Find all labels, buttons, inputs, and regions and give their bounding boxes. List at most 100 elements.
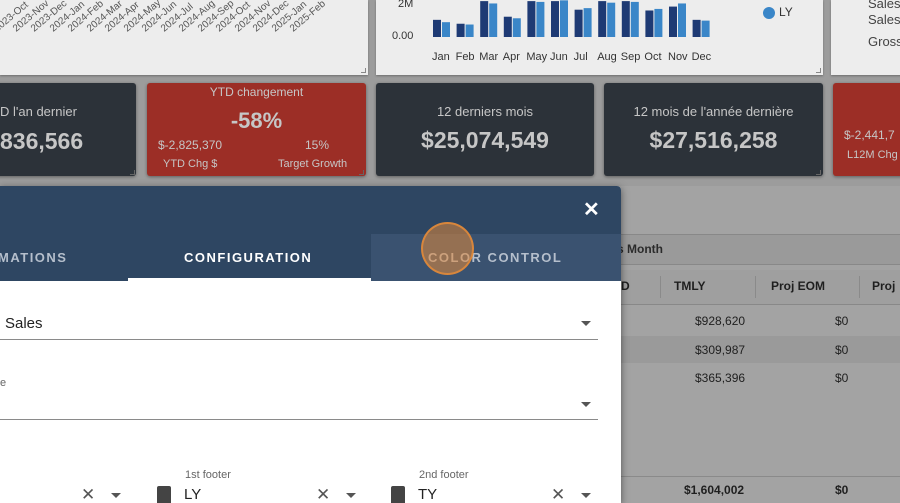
table-cell: $309,987 [695, 343, 746, 357]
table-col-header: Proj [872, 279, 896, 293]
bar-may-ly [536, 1, 545, 37]
right-panel-card [831, 0, 900, 75]
kpi-ytd-chg-label: YTD Chg $ [163, 158, 218, 170]
col-divider [660, 276, 661, 298]
bar-feb-ly [465, 24, 474, 37]
x-tick-label: Jan [432, 51, 450, 63]
table-total-cell: $0 [835, 483, 849, 497]
field2-label: e [0, 377, 7, 389]
resize-handle[interactable] [130, 170, 135, 175]
bar-mar-ty [480, 1, 489, 38]
x-tick-label: Jun [550, 51, 568, 63]
click-ripple [421, 222, 474, 275]
bar-jan-ty [433, 19, 441, 37]
bookmark-icon [391, 486, 405, 503]
chevron-down-icon[interactable] [111, 493, 121, 498]
x-tick-label: Dec [691, 51, 712, 63]
x-tick-label: Aug [597, 51, 617, 63]
table-cell: $0 [835, 343, 849, 357]
table-month-band [600, 234, 900, 265]
close-icon[interactable]: ✕ [583, 199, 600, 221]
x-tick-label: Mar [479, 51, 499, 63]
resize-handle[interactable] [361, 68, 366, 73]
kpi-l12chg-label: L12M Chg [847, 149, 898, 161]
kpi-l12chg-value: $-2,441,7 [844, 128, 895, 142]
bar-feb-ty [456, 23, 465, 37]
kpi-l12ly-label: 12 mois de l'année dernière [633, 104, 794, 119]
footer2-value[interactable]: TY [418, 486, 438, 503]
table-total-cell: $1,604,002 [684, 483, 745, 497]
y-tick-2m: 2M [398, 0, 414, 10]
x-tick-label: Nov [668, 51, 688, 63]
bar-nov-ly [678, 3, 686, 38]
legend-ly-label: LY [779, 5, 793, 19]
chevron-down-icon[interactable] [346, 493, 356, 498]
field1-value[interactable]: Sales [5, 315, 43, 332]
kpi-ytd-change: YTD changement -58% $-2,825,370 15% YTD … [147, 83, 366, 176]
clear-icon[interactable]: ✕ [81, 485, 96, 503]
legend-ly-dot [763, 7, 775, 19]
tab-configuration[interactable]: CONFIGURATION [184, 250, 313, 265]
bar-apr-ly [512, 18, 521, 37]
kpi-l12-value: $25,074,549 [421, 127, 549, 153]
bar-jun-ty [551, 1, 559, 38]
bar-may-ty [527, 1, 536, 38]
table-header-row [600, 270, 900, 305]
field1-underline [0, 339, 598, 340]
table-row [600, 336, 900, 363]
kpi-ytd-chg-value: $-2,825,370 [158, 138, 223, 152]
chevron-down-icon[interactable] [581, 321, 591, 326]
x-tick-label: May [526, 51, 548, 63]
table-month-header: s Month [617, 242, 663, 256]
chevron-down-icon[interactable] [581, 402, 591, 407]
y-tick-0: 0.00 [392, 30, 414, 42]
clear-icon[interactable]: ✕ [551, 485, 566, 503]
bar-dec-ly [701, 20, 710, 37]
bar-jul-ty [574, 9, 583, 37]
bar-sep-ly [630, 1, 639, 37]
x-tick-label: Oct [644, 51, 662, 63]
table-cell: $0 [835, 371, 849, 385]
footer1-label: 1st footer [185, 469, 231, 481]
resize-handle[interactable] [359, 170, 364, 175]
widget-settings-dialog: ✕ MATIONS CONFIGURATION COLOR CONTROL Sa… [0, 186, 621, 503]
kpi-last-year-value: 836,566 [0, 128, 84, 154]
right-panel-item: Sales [868, 12, 900, 27]
resize-handle[interactable] [816, 68, 821, 73]
kpi-l12-change: $-2,441,7 L12M Chg [833, 83, 900, 176]
tab-color-control-bg [371, 234, 621, 281]
x-tick-label: Jul [573, 51, 588, 63]
bar-aug-ly [607, 2, 616, 37]
bar-jun-ly [560, 0, 568, 37]
kpi-ytd-value: -58% [230, 108, 283, 133]
kpi-last-year-label: D l'an dernier [0, 104, 77, 119]
bar-sep-ty [621, 1, 630, 38]
resize-handle[interactable] [816, 170, 821, 175]
bar-oct-ty [645, 10, 654, 37]
field2-underline [0, 419, 598, 420]
clear-icon[interactable]: ✕ [316, 485, 331, 503]
chevron-down-icon[interactable] [581, 493, 591, 498]
tab-formations[interactable]: MATIONS [0, 250, 68, 265]
kpi-ytd-title: YTD changement [209, 85, 304, 99]
bar-aug-ty [598, 1, 607, 38]
kpi-l12ly-value: $27,516,258 [649, 127, 778, 153]
footer2-label: 2nd footer [419, 469, 469, 481]
bar-dec-ty [692, 19, 701, 37]
tab-active-indicator [128, 278, 371, 281]
kpi-last-year: D l'an dernier 836,566 [0, 83, 136, 176]
date-axis-card [0, 0, 368, 75]
right-panel-item: Sales [868, 0, 900, 11]
bar-jul-ly [583, 8, 592, 38]
table-col-header: D [621, 279, 630, 293]
bookmark-icon [157, 486, 171, 503]
footer1-value[interactable]: LY [184, 486, 202, 503]
x-tick-label: Apr [502, 51, 520, 63]
bar-jan-ly [442, 22, 450, 37]
kpi-ytd-growth-label: Target Growth [278, 158, 348, 170]
col-divider [755, 276, 756, 298]
x-tick-label: Feb [455, 51, 475, 63]
bar-apr-ty [503, 16, 512, 37]
table-cell: $0 [835, 314, 849, 328]
monthly-sales-chart [433, 0, 710, 38]
